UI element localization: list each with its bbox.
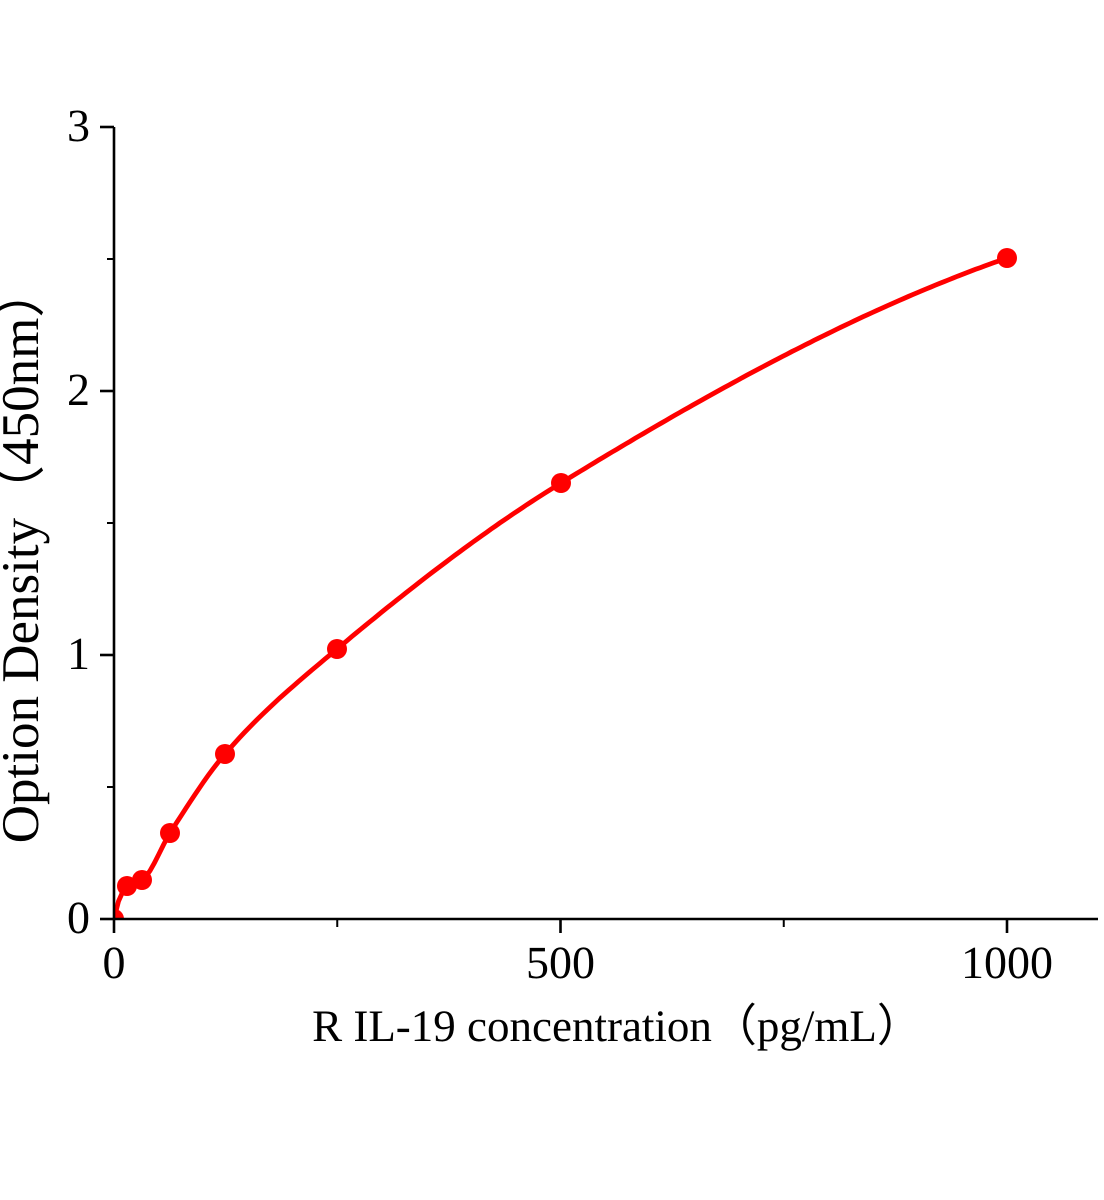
svg-text:0: 0 bbox=[67, 892, 90, 943]
svg-text:R IL-19 concentration（pg/mL）: R IL-19 concentration（pg/mL） bbox=[312, 1001, 922, 1051]
svg-text:500: 500 bbox=[526, 937, 595, 988]
svg-text:0: 0 bbox=[103, 937, 126, 988]
svg-text:3: 3 bbox=[67, 100, 90, 151]
svg-text:Option Density（450nm）: Option Density（450nm） bbox=[0, 265, 50, 844]
svg-text:1: 1 bbox=[67, 628, 90, 679]
svg-text:1000: 1000 bbox=[961, 937, 1053, 988]
svg-text:2: 2 bbox=[67, 364, 90, 415]
